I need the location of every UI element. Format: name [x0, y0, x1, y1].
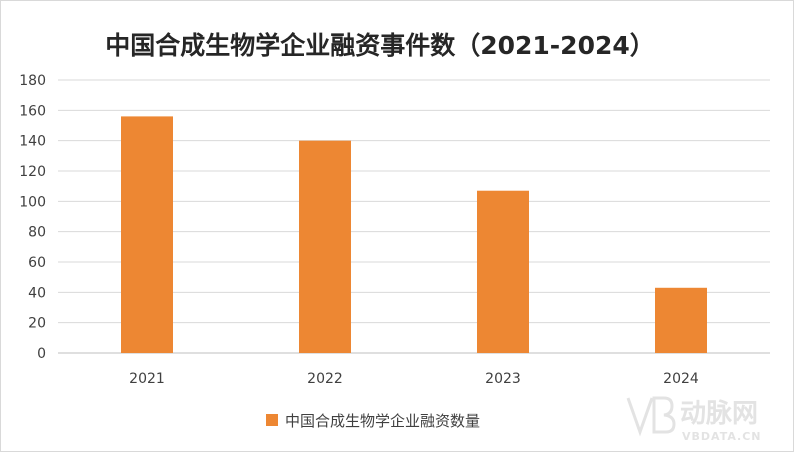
gridlines [58, 79, 770, 354]
bar-2024 [655, 287, 707, 353]
x-tick-label: 2021 [129, 371, 165, 387]
watermark-brand: 动脉网 [680, 399, 758, 429]
y-tick-label: 60 [28, 255, 46, 271]
chart-title: 中国合成生物学企业融资事件数（2021-2024） [105, 31, 655, 60]
y-tick-label: 120 [19, 164, 46, 180]
x-tick-label: 2023 [485, 371, 521, 387]
x-tick-label: 2022 [307, 371, 343, 387]
y-tick-label: 160 [19, 103, 46, 119]
y-axis-ticks: 0 20 40 60 80 100 120 140 160 180 [19, 73, 46, 362]
y-tick-label: 40 [28, 285, 46, 301]
legend-swatch [266, 414, 278, 426]
x-axis-ticks: 2021 2022 2023 2024 [129, 371, 699, 387]
bar-2023 [477, 190, 529, 353]
watermark: 动脉网 VBDATA.CN [626, 396, 762, 443]
watermark-site: VBDATA.CN [682, 430, 762, 443]
y-tick-label: 0 [37, 346, 46, 362]
y-tick-label: 20 [28, 316, 46, 332]
bar-2022 [299, 140, 351, 353]
legend-label: 中国合成生物学企业融资数量 [285, 412, 480, 430]
y-tick-label: 100 [19, 194, 46, 210]
bars [121, 116, 707, 354]
x-tick-label: 2024 [663, 371, 699, 387]
legend[interactable]: 中国合成生物学企业融资数量 [266, 412, 480, 430]
y-tick-label: 140 [19, 134, 46, 150]
y-tick-label: 180 [19, 73, 46, 89]
y-tick-label: 80 [28, 225, 46, 241]
bar-2021 [121, 116, 173, 354]
vb-logo-icon [626, 396, 676, 437]
